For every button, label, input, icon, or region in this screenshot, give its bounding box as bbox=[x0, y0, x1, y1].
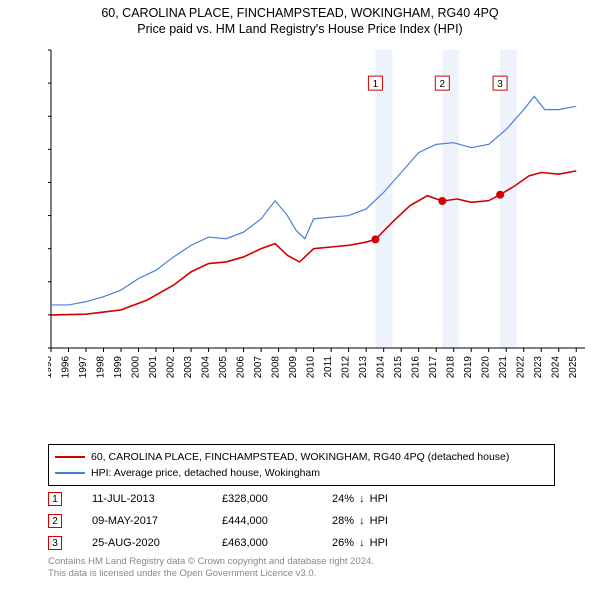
delta-pct: 28% bbox=[332, 515, 354, 527]
svg-text:2007: 2007 bbox=[253, 356, 264, 379]
delta-suffix: HPI bbox=[370, 537, 388, 549]
sale-marker-box: 3 bbox=[48, 536, 62, 550]
sale-marker-number: 2 bbox=[52, 516, 58, 527]
sales-row: 2 09-MAY-2017 £444,000 28% ↓ HPI bbox=[48, 510, 442, 532]
sale-marker-number: 3 bbox=[52, 538, 58, 549]
sale-price: £444,000 bbox=[222, 515, 332, 527]
svg-text:2012: 2012 bbox=[341, 356, 352, 379]
sales-row: 3 25-AUG-2020 £463,000 26% ↓ HPI bbox=[48, 532, 442, 554]
sale-marker-box: 1 bbox=[48, 492, 62, 506]
svg-text:2008: 2008 bbox=[271, 356, 282, 379]
chart-svg: £0£100K£200K£300K£400K£500K£600K£700K£80… bbox=[48, 48, 588, 394]
sales-table: 1 11-JUL-2013 £328,000 24% ↓ HPI 2 09-MA… bbox=[48, 488, 442, 554]
sale-date: 11-JUL-2013 bbox=[92, 493, 222, 505]
svg-text:2010: 2010 bbox=[306, 356, 317, 379]
footnote: Contains HM Land Registry data © Crown c… bbox=[48, 556, 374, 580]
svg-text:2021: 2021 bbox=[498, 356, 509, 379]
svg-text:1: 1 bbox=[373, 79, 379, 90]
footnote-line-1: Contains HM Land Registry data © Crown c… bbox=[48, 556, 374, 568]
svg-text:2004: 2004 bbox=[201, 356, 212, 379]
svg-text:1995: 1995 bbox=[48, 356, 54, 379]
legend-item: 60, CAROLINA PLACE, FINCHAMPSTEAD, WOKIN… bbox=[55, 449, 548, 465]
svg-text:3: 3 bbox=[497, 79, 503, 90]
svg-text:2024: 2024 bbox=[551, 356, 562, 379]
legend-label: HPI: Average price, detached house, Woki… bbox=[91, 467, 320, 479]
svg-text:2: 2 bbox=[440, 79, 446, 90]
sale-marker-number: 1 bbox=[52, 494, 58, 505]
svg-text:2011: 2011 bbox=[323, 356, 334, 378]
svg-text:1998: 1998 bbox=[96, 356, 107, 379]
legend-label: 60, CAROLINA PLACE, FINCHAMPSTEAD, WOKIN… bbox=[91, 451, 509, 463]
delta-suffix: HPI bbox=[370, 515, 388, 527]
legend-item: HPI: Average price, detached house, Woki… bbox=[55, 465, 548, 481]
sale-delta: 24% ↓ HPI bbox=[332, 493, 442, 505]
chart: £0£100K£200K£300K£400K£500K£600K£700K£80… bbox=[48, 48, 588, 394]
title-line-2: Price paid vs. HM Land Registry's House … bbox=[0, 22, 600, 36]
delta-pct: 24% bbox=[332, 493, 354, 505]
svg-text:2019: 2019 bbox=[463, 356, 474, 379]
title-line-1: 60, CAROLINA PLACE, FINCHAMPSTEAD, WOKIN… bbox=[0, 6, 600, 20]
svg-text:2000: 2000 bbox=[131, 356, 142, 379]
down-arrow-icon: ↓ bbox=[357, 493, 367, 505]
svg-text:2015: 2015 bbox=[393, 356, 404, 379]
svg-text:2023: 2023 bbox=[533, 356, 544, 379]
legend: 60, CAROLINA PLACE, FINCHAMPSTEAD, WOKIN… bbox=[48, 444, 555, 486]
sale-price: £463,000 bbox=[222, 537, 332, 549]
svg-text:2017: 2017 bbox=[428, 356, 439, 379]
svg-text:2018: 2018 bbox=[446, 356, 457, 379]
down-arrow-icon: ↓ bbox=[357, 537, 367, 549]
svg-text:1997: 1997 bbox=[78, 356, 89, 379]
legend-swatch bbox=[55, 456, 85, 458]
sale-delta: 26% ↓ HPI bbox=[332, 537, 442, 549]
sale-date: 09-MAY-2017 bbox=[92, 515, 222, 527]
svg-text:1999: 1999 bbox=[113, 356, 124, 379]
svg-text:2006: 2006 bbox=[236, 356, 247, 379]
svg-text:2020: 2020 bbox=[481, 356, 492, 379]
sale-price: £328,000 bbox=[222, 493, 332, 505]
legend-swatch bbox=[55, 472, 85, 474]
sale-delta: 28% ↓ HPI bbox=[332, 515, 442, 527]
delta-suffix: HPI bbox=[370, 493, 388, 505]
chart-title-block: 60, CAROLINA PLACE, FINCHAMPSTEAD, WOKIN… bbox=[0, 0, 600, 38]
sales-row: 1 11-JUL-2013 £328,000 24% ↓ HPI bbox=[48, 488, 442, 510]
svg-text:2001: 2001 bbox=[148, 356, 159, 379]
svg-text:2013: 2013 bbox=[358, 356, 369, 379]
delta-pct: 26% bbox=[332, 537, 354, 549]
svg-text:2014: 2014 bbox=[376, 356, 387, 379]
svg-text:2003: 2003 bbox=[183, 356, 194, 379]
footnote-line-2: This data is licensed under the Open Gov… bbox=[48, 568, 374, 580]
svg-text:2009: 2009 bbox=[288, 356, 299, 379]
svg-text:2025: 2025 bbox=[568, 356, 579, 379]
svg-text:2005: 2005 bbox=[218, 356, 229, 379]
sale-marker-box: 2 bbox=[48, 514, 62, 528]
svg-text:2022: 2022 bbox=[516, 356, 527, 379]
svg-text:2002: 2002 bbox=[166, 356, 177, 379]
svg-text:2016: 2016 bbox=[411, 356, 422, 379]
sale-date: 25-AUG-2020 bbox=[92, 537, 222, 549]
svg-text:1996: 1996 bbox=[61, 356, 72, 379]
down-arrow-icon: ↓ bbox=[357, 515, 367, 527]
